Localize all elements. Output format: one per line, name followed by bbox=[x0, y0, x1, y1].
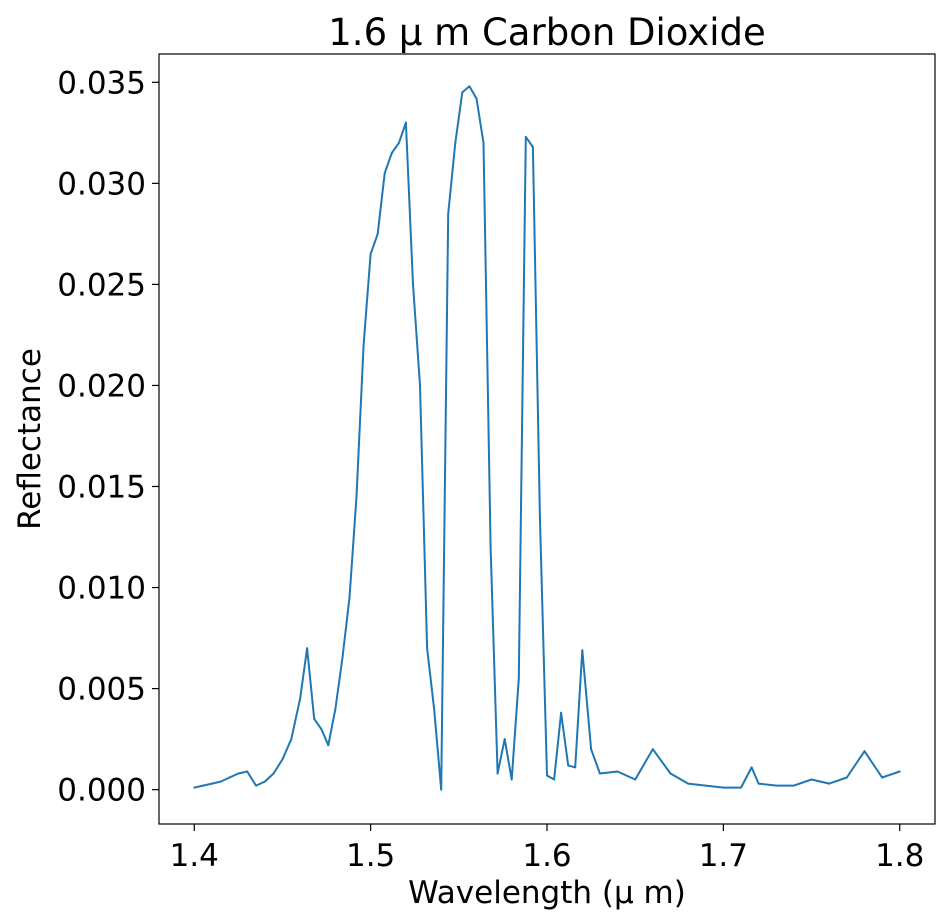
data-point bbox=[722, 786, 725, 789]
y-tick-label: 0.015 bbox=[57, 469, 146, 505]
data-point bbox=[510, 778, 513, 781]
x-tick-label: 1.7 bbox=[699, 838, 748, 874]
x-axis: 1.4 1.5 1.6 1.7 1.8 bbox=[170, 824, 924, 874]
data-point bbox=[669, 772, 672, 775]
data-point bbox=[863, 750, 866, 753]
chart-title: 1.6 μ m Carbon Dioxide bbox=[328, 11, 765, 54]
data-point bbox=[397, 141, 400, 144]
data-point bbox=[281, 758, 284, 761]
data-point bbox=[412, 283, 414, 286]
data-point bbox=[202, 784, 205, 787]
y-tick-label: 0.010 bbox=[57, 571, 146, 607]
data-point bbox=[845, 776, 848, 779]
data-point bbox=[461, 91, 464, 94]
data-point bbox=[567, 764, 570, 767]
data-point bbox=[898, 770, 901, 773]
data-point bbox=[228, 776, 231, 779]
data-point bbox=[193, 786, 196, 789]
data-point bbox=[327, 744, 330, 747]
x-tick-label: 1.5 bbox=[346, 838, 395, 874]
y-tick-label: 0.005 bbox=[57, 672, 146, 708]
data-point bbox=[553, 778, 556, 781]
data-point bbox=[775, 784, 778, 787]
data-point bbox=[320, 728, 323, 730]
x-tick-label: 1.8 bbox=[875, 838, 924, 874]
y-axis-label: Reflectance bbox=[12, 348, 48, 530]
y-tick-label: 0.035 bbox=[57, 65, 146, 101]
data-point bbox=[489, 546, 492, 549]
data-point bbox=[255, 784, 257, 787]
data-point bbox=[210, 782, 213, 785]
data-point bbox=[598, 772, 601, 775]
data-point bbox=[383, 172, 386, 175]
data-point bbox=[433, 707, 436, 710]
data-point bbox=[560, 711, 563, 714]
data-point bbox=[369, 253, 372, 256]
data-point bbox=[881, 776, 884, 779]
data-point bbox=[792, 784, 795, 787]
data-point bbox=[482, 141, 485, 144]
data-point bbox=[362, 344, 365, 346]
data-point bbox=[616, 770, 619, 773]
x-tick-label: 1.4 bbox=[170, 838, 219, 874]
data-point bbox=[355, 495, 358, 498]
y-axis: 0.000 0.005 0.010 0.015 0.020 0.025 0.030 0.035 bbox=[57, 65, 159, 809]
data-point bbox=[390, 152, 393, 154]
data-point bbox=[828, 782, 831, 785]
data-point bbox=[634, 778, 637, 781]
data-point bbox=[704, 784, 707, 787]
y-tick-label: 0.025 bbox=[57, 267, 146, 303]
data-point bbox=[263, 780, 266, 783]
data-point bbox=[341, 657, 344, 660]
data-point bbox=[426, 647, 429, 650]
data-point bbox=[404, 121, 407, 124]
data-point bbox=[581, 649, 584, 652]
data-point bbox=[440, 788, 443, 791]
data-point bbox=[306, 647, 309, 650]
data-point bbox=[334, 707, 337, 710]
data-point bbox=[219, 780, 222, 783]
y-tick-label: 0.030 bbox=[57, 166, 146, 202]
data-point bbox=[246, 770, 249, 773]
data-point bbox=[348, 596, 351, 599]
data-point bbox=[496, 772, 499, 775]
data-point bbox=[454, 141, 457, 144]
data-point bbox=[531, 146, 534, 148]
data-point bbox=[687, 782, 690, 785]
data-point bbox=[290, 738, 293, 741]
data-point bbox=[447, 212, 450, 215]
data-point bbox=[237, 772, 240, 775]
x-axis-label: Wavelength (μ m) bbox=[408, 875, 686, 911]
data-point bbox=[475, 97, 478, 100]
data-point bbox=[757, 782, 760, 785]
data-point bbox=[503, 738, 506, 741]
data-point bbox=[313, 717, 316, 720]
data-point bbox=[740, 786, 742, 789]
data-point bbox=[651, 748, 654, 751]
y-tick-label: 0.000 bbox=[57, 773, 146, 809]
data-point bbox=[750, 766, 753, 769]
data-point bbox=[524, 135, 527, 138]
data-point bbox=[419, 384, 421, 387]
data-point bbox=[376, 232, 379, 235]
data-point bbox=[538, 515, 541, 518]
data-point bbox=[574, 766, 577, 769]
y-tick-label: 0.020 bbox=[57, 368, 146, 404]
data-point bbox=[590, 748, 593, 751]
data-point bbox=[810, 778, 813, 781]
plot-area bbox=[193, 85, 901, 791]
data-point bbox=[299, 697, 302, 700]
data-point bbox=[546, 774, 548, 777]
data-point bbox=[517, 677, 520, 680]
x-tick-label: 1.6 bbox=[522, 838, 571, 874]
data-point bbox=[272, 772, 275, 775]
data-point bbox=[468, 85, 471, 88]
